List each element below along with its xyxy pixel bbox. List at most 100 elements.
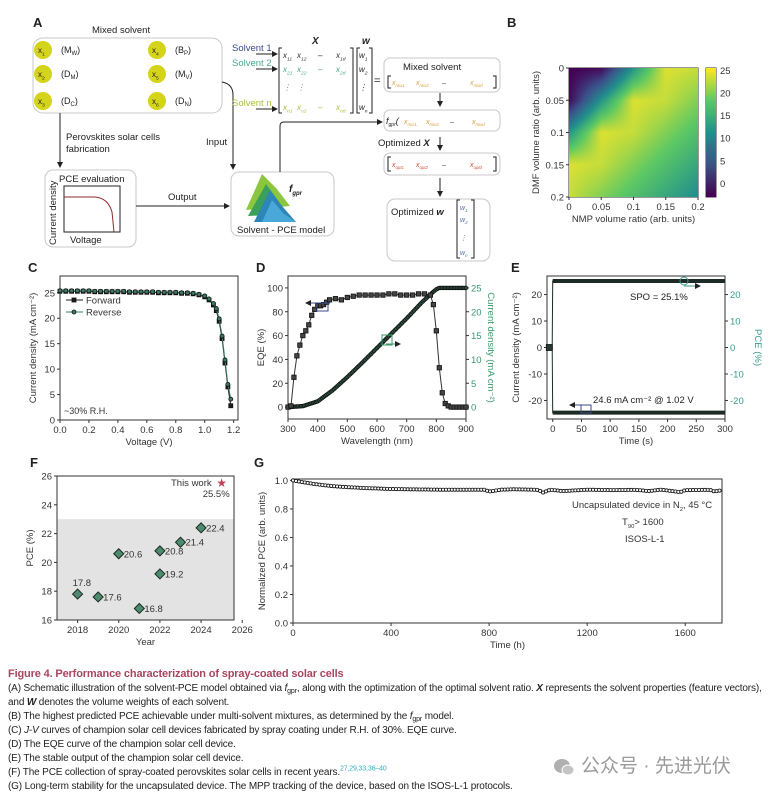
legend-label: Forward — [86, 296, 121, 307]
panel-label-e: E — [511, 260, 520, 275]
caption-line: (E) The stable output of the champion so… — [8, 752, 774, 766]
y-tick-label: 0.1 — [551, 128, 564, 139]
data-point — [350, 293, 356, 299]
feature-symbol: x5 — [152, 70, 159, 81]
x-tick-label: 900 — [458, 424, 474, 435]
data-point — [427, 292, 434, 298]
feature-property: (BP) — [175, 45, 191, 57]
y2-tick-label: 10 — [471, 355, 482, 366]
feature-symbol: x6 — [152, 97, 159, 108]
data-point — [362, 292, 368, 298]
data-point — [306, 322, 312, 328]
caption-line: (A) Schematic illustration of the solven… — [8, 682, 774, 710]
data-label: 17.8 — [73, 578, 92, 589]
data-point — [190, 290, 196, 296]
optimized-w-label: Optimized w — [391, 207, 444, 218]
data-point — [92, 288, 98, 294]
data-point — [415, 291, 422, 297]
data-point — [374, 292, 380, 298]
matrix-cell: x11 — [282, 51, 292, 62]
x-tick-label: 0.4 — [111, 425, 124, 436]
y-tick-label: 20 — [531, 290, 542, 301]
data-point — [463, 285, 469, 291]
figure-caption: Figure 4. Performance characterization o… — [8, 667, 774, 794]
y-tick-label: 100 — [267, 283, 283, 294]
y-axis-label: EQE (%) — [256, 329, 267, 366]
caption-text: (F) The PCE collection of spray-coated p… — [8, 767, 340, 778]
x-tick-label: 600 — [369, 424, 385, 435]
data-point — [300, 332, 306, 339]
panel-label-b: B — [507, 15, 516, 30]
feature-circle — [148, 41, 166, 59]
series-normalized-pce — [290, 478, 723, 495]
data-point — [161, 289, 167, 295]
data-point — [222, 357, 228, 363]
series-pce — [549, 279, 725, 348]
data-point — [338, 297, 345, 303]
w-vector-entry: wn — [359, 103, 368, 114]
y-axis-label: Current density (mA cm⁻²) — [511, 292, 522, 403]
caption-line: (G) Long-term stability for the uncapsul… — [8, 780, 774, 794]
vector-entry: xoptd — [469, 162, 483, 170]
caption-text: W — [26, 697, 37, 708]
x-axis-label: Year — [136, 637, 155, 648]
data-point — [326, 297, 333, 303]
fabrication-text-1: Perovskites solar cells — [66, 132, 160, 143]
data-point — [344, 294, 350, 301]
caption-text: gpr — [287, 688, 297, 695]
series-forward — [57, 288, 234, 409]
eqe-indicator-box — [315, 302, 329, 312]
x-tick-label: 0.2 — [82, 425, 95, 436]
y-tick-label: 0.8 — [275, 504, 288, 515]
x-tick-label: 2020 — [108, 625, 129, 636]
data-point — [409, 292, 416, 298]
watermark: 公众号 · 先进光伏 — [553, 756, 731, 778]
data-point — [115, 288, 121, 294]
x-axis-label: Time (h) — [490, 640, 525, 651]
pce-heatmap — [569, 68, 698, 197]
legend-label: Reverse — [86, 308, 121, 319]
matrix-cell: x12 — [296, 51, 307, 62]
x-tick-label: 1.0 — [198, 425, 211, 436]
y2-axis-label: PCE (%) — [752, 329, 763, 366]
data-point — [138, 289, 144, 295]
x-tick-label: 1600 — [675, 628, 696, 639]
caption-line: (D) The EQE curve of the champion solar … — [8, 738, 774, 752]
input-label: Input — [206, 137, 227, 148]
x-tick-label: 100 — [602, 424, 618, 435]
pce-evaluation-title: PCE evaluation — [59, 174, 124, 185]
x-tick-label: 300 — [280, 424, 296, 435]
data-point — [174, 536, 187, 548]
feature-circle — [148, 65, 166, 83]
caption-text: (D) The EQE curve of the champion solar … — [8, 739, 236, 750]
data-point — [195, 522, 207, 534]
optimized-x-label: Optimized X — [378, 138, 430, 149]
plot-frame — [59, 275, 239, 421]
vector-entry: – — [441, 80, 446, 87]
panel-label-c: C — [28, 260, 38, 275]
series-integrated-current — [285, 285, 469, 410]
mixed-solvent-title: Mixed solvent — [92, 25, 150, 36]
y2-tick-label: 20 — [471, 307, 482, 318]
y-tick-label: 25 — [44, 288, 55, 299]
data-point — [291, 374, 297, 380]
data-point — [156, 289, 161, 295]
data-point — [210, 301, 216, 306]
data-point — [144, 289, 150, 295]
vector-entry: xmix2 — [415, 80, 429, 88]
caption-text: (E) The stable output of the champion so… — [8, 753, 244, 764]
x-tick-label: 800 — [428, 424, 444, 435]
x-tick-label: 0.8 — [169, 425, 182, 436]
x-axis-label: Wavelength (nm) — [341, 436, 413, 447]
y-tick-label: 0.2 — [275, 590, 288, 601]
y-tick-label: 15 — [44, 339, 55, 350]
this-work-value: 25.5% — [203, 489, 230, 500]
pce-eval-plot-frame — [63, 185, 121, 233]
feature-circle — [148, 92, 166, 110]
matrix-cell: x21 — [282, 65, 293, 76]
data-point — [98, 288, 103, 294]
data-point — [288, 403, 294, 409]
data-label: 20.8 — [165, 546, 184, 557]
